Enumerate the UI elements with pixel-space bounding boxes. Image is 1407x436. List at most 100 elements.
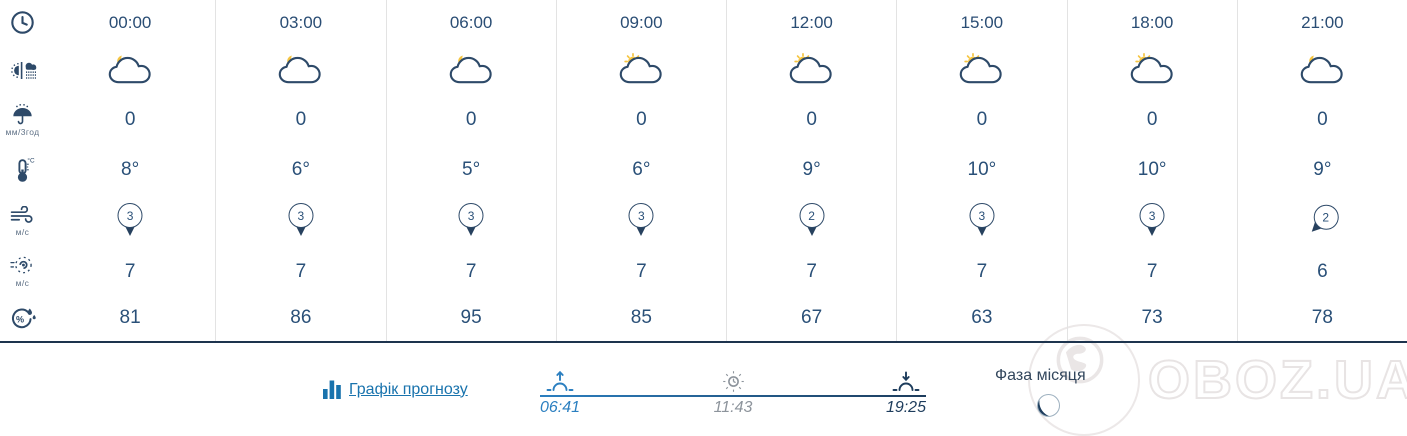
sunset-icon — [892, 371, 920, 391]
wind-pin-icon: 3 — [288, 203, 314, 240]
time-row-header — [0, 0, 45, 45]
precipitation-value: 0 — [1146, 109, 1158, 130]
weather-condition-icon — [387, 45, 556, 95]
forecast-footer: Графік прогнозу — [0, 343, 1407, 436]
forecast-column-0300: 03:00 0 6° 3 7 86 — [215, 0, 385, 341]
wind-speed-value: 3 — [297, 208, 305, 223]
forecast-chart-link[interactable]: Графік прогнозу — [349, 380, 468, 398]
wind-direction-cell: 3 — [216, 195, 385, 248]
temperature-value: 9° — [1313, 159, 1332, 180]
svg-text:°C: °C — [27, 158, 35, 165]
temperature-value: 10° — [967, 159, 997, 180]
wind-direction-cell: 3 — [557, 195, 726, 248]
oboz-watermark-text: OBOZ.UA — [1147, 349, 1407, 411]
gust-value: 7 — [295, 260, 307, 282]
gust-value: 7 — [1146, 260, 1158, 282]
thermometer-icon: °C — [17, 158, 35, 182]
clock-icon — [11, 11, 34, 34]
moon-phase-label: Фаза місяця — [995, 367, 1086, 384]
wind-pin-icon: 3 — [628, 203, 654, 240]
wind-unit-label: м/с — [15, 227, 30, 237]
condition-row-header — [0, 45, 45, 95]
precipitation-value: 0 — [976, 109, 988, 130]
temperature-value: 6° — [291, 159, 310, 180]
wind-direction-cell: 3 — [897, 195, 1066, 248]
svg-text:%: % — [16, 314, 24, 324]
precipitation-value: 0 — [636, 109, 647, 130]
forecast-column-0600: 06:00 0 5° 3 7 95 — [385, 0, 556, 341]
temperature-value: 6° — [632, 159, 651, 180]
gust-value: 7 — [636, 260, 647, 282]
wind-speed-value: 2 — [1323, 210, 1330, 225]
wind-speed-value: 3 — [126, 208, 134, 223]
gust-value: 7 — [976, 260, 988, 282]
temperature-value: 10° — [1137, 159, 1167, 180]
forecast-chart-link-block[interactable]: Графік прогнозу — [323, 379, 468, 400]
row-header-column: мм/3год °C — [0, 0, 45, 341]
time-label: 12:00 — [790, 12, 833, 32]
time-label: 06:00 — [449, 12, 493, 32]
wind-direction-cell: 2 — [1238, 195, 1407, 248]
humidity-value: 78 — [1311, 307, 1333, 328]
time-label: 21:00 — [1301, 12, 1344, 32]
humidity-value: 67 — [801, 307, 823, 328]
humidity-value: 85 — [630, 307, 652, 328]
weather-condition-icon — [45, 45, 215, 95]
humidity-icon: % — [11, 308, 36, 328]
oboz-watermark: OBOZ.UA — [1028, 324, 1407, 436]
precipitation-value: 0 — [465, 109, 477, 130]
time-label: 09:00 — [620, 12, 663, 32]
temperature-value: 5° — [462, 159, 481, 180]
forecast-column-0000: 00:00 0 8° 3 7 81 — [45, 0, 215, 341]
precipitation-row-header: мм/3год — [0, 95, 45, 145]
sunset-time: 19:25 — [885, 399, 926, 416]
time-label: 03:00 — [279, 12, 323, 32]
wind-icon — [10, 206, 33, 223]
gust-value: 7 — [124, 260, 136, 282]
bar-chart-icon — [323, 380, 341, 399]
midday-sun-icon — [722, 371, 744, 392]
temperature-row-header: °C — [0, 145, 45, 195]
gust-value: 7 — [465, 260, 477, 282]
gust-unit-label: м/с — [15, 278, 30, 288]
wind-pin-icon: 2 — [799, 203, 825, 240]
precipitation-value: 0 — [1317, 109, 1328, 130]
wind-pin-icon: 3 — [1139, 203, 1165, 240]
weather-condition-icon — [1238, 45, 1407, 95]
forecast-column-1500: 15:00 0 10° 3 7 63 — [896, 0, 1066, 341]
moon-phase-block: Фаза місяця — [995, 367, 1086, 417]
forecast-table: мм/3год °C — [0, 0, 1407, 343]
humidity-value: 86 — [290, 307, 312, 328]
weather-condition-icon — [1068, 45, 1237, 95]
humidity-value: 63 — [971, 307, 993, 328]
globe-icon — [1056, 336, 1104, 384]
wind-pin-icon: 2 — [1300, 199, 1345, 244]
time-label: 18:00 — [1130, 12, 1174, 32]
wind-speed-value: 3 — [467, 208, 475, 223]
sun-rain-icon — [10, 59, 38, 81]
noon-time: 11:43 — [713, 399, 753, 416]
wind-gust-icon — [10, 256, 32, 274]
oboz-logo-circle — [1028, 324, 1140, 436]
wind-row-header: м/с — [0, 195, 45, 248]
wind-direction-cell: 3 — [1068, 195, 1237, 248]
gust-value: 7 — [806, 260, 817, 282]
wind-pin-icon: 3 — [117, 203, 143, 240]
wind-pin-icon: 3 — [969, 203, 995, 240]
sunrise-time: 06:41 — [540, 399, 581, 416]
precipitation-value: 0 — [295, 109, 307, 130]
wind-direction-cell: 2 — [727, 195, 896, 248]
weather-condition-icon — [557, 45, 726, 95]
forecast-column-2100: 21:00 0 9° 2 6 78 — [1236, 0, 1407, 341]
time-label: 00:00 — [108, 12, 152, 32]
precipitation-value: 0 — [806, 109, 817, 130]
sun-path-timeline: 06:41 11:43 19:25 — [540, 369, 926, 417]
weather-condition-icon — [216, 45, 385, 95]
forecast-column-1800: 18:00 0 10° 3 7 73 — [1066, 0, 1237, 341]
wind-direction-cell: 3 — [45, 195, 215, 248]
precipitation-unit-label: мм/3год — [5, 127, 40, 137]
weather-condition-icon — [727, 45, 896, 95]
gust-value: 6 — [1317, 260, 1328, 282]
wind-direction-cell: 3 — [387, 195, 556, 248]
